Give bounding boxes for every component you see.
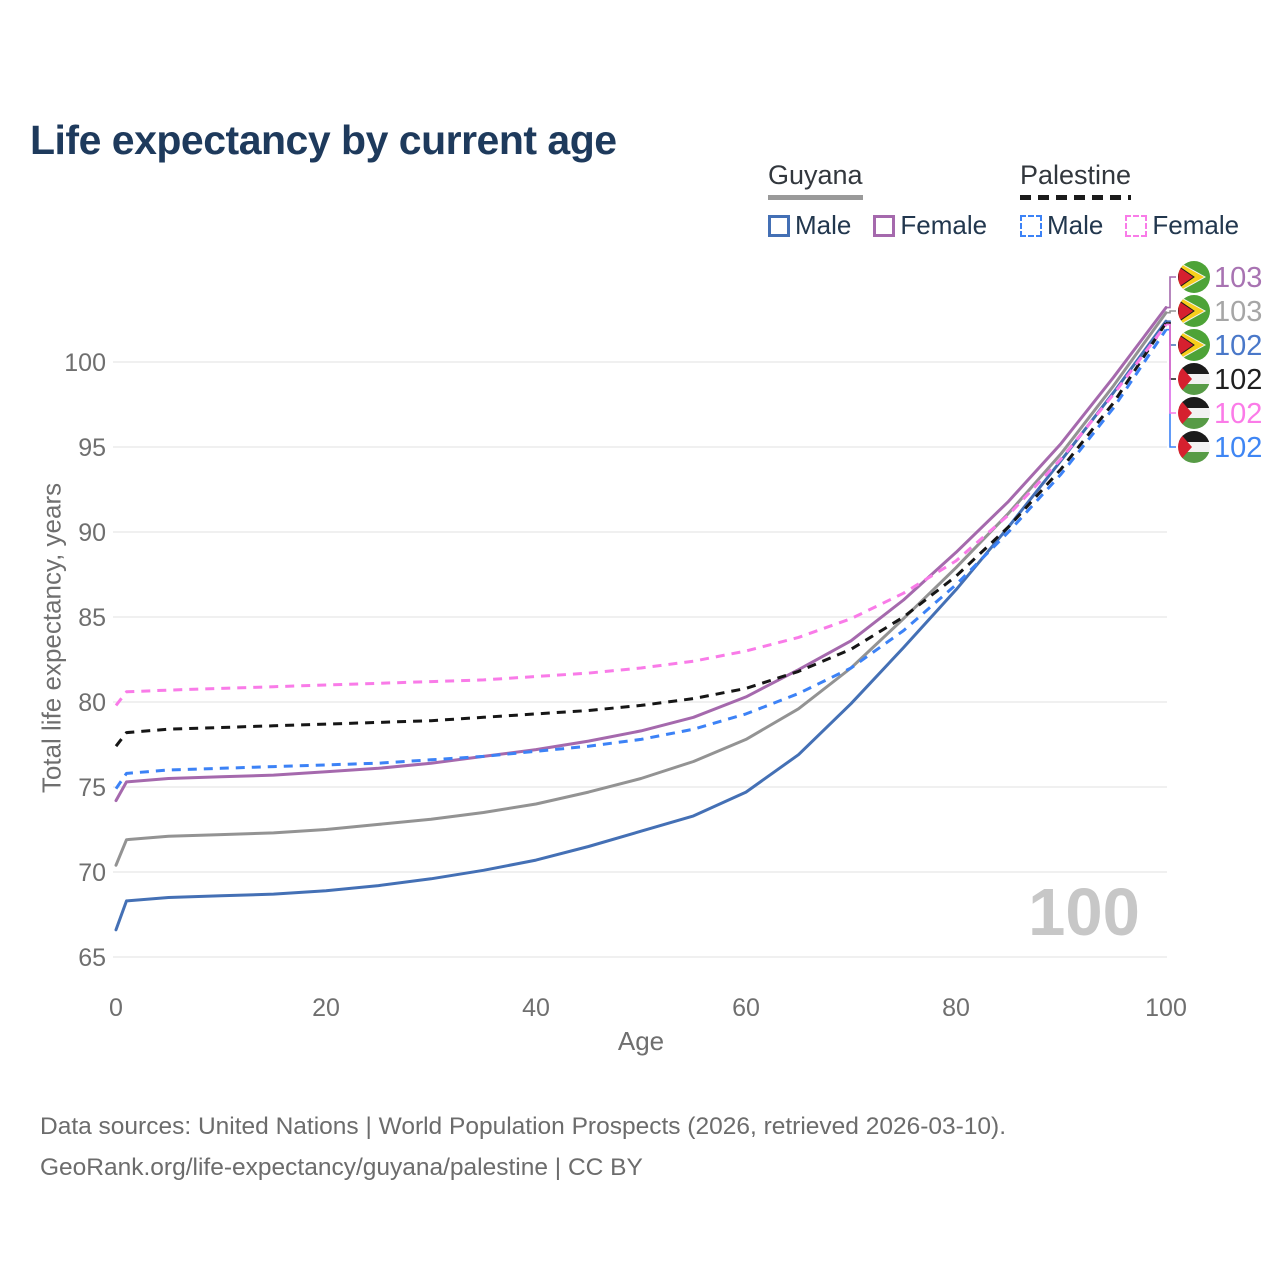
age-watermark: 100 [1028,875,1140,950]
legend-group-guyana: Guyana Male Female [768,160,987,241]
legend-item-label: Male [1047,210,1104,240]
footer-sources: Data sources: United Nations | World Pop… [40,1113,1007,1140]
series-line-guyana_male [114,319,1168,932]
y-tick-70: 70 [78,859,106,887]
guyana-flag-icon [1178,261,1210,293]
series-line-palestine_female [114,323,1168,707]
legend-swatch-guyana-female [873,214,896,237]
y-tick-95: 95 [78,434,106,462]
x-tick-80: 80 [942,994,970,1022]
end-label-guyana_male: 102 [1214,330,1262,362]
y-tick-85: 85 [78,604,106,632]
y-tick-80: 80 [78,689,106,717]
end-label-palestine_male: 102 [1214,432,1262,464]
x-tick-0: 0 [109,994,123,1022]
series-line-palestine_total [114,322,1168,748]
legend-item-guyana-female[interactable]: Female [873,210,987,241]
leader-line-palestine_total [1166,322,1176,380]
end-label-palestine_total: 102 [1214,364,1262,396]
palestine-flag-icon [1178,397,1210,429]
footer: Data sources: United Nations | World Pop… [40,1106,1006,1188]
chart-title: Life expectancy by current age [30,117,617,164]
legend-swatch-palestine-female [1125,214,1148,237]
x-tick-20: 20 [312,994,340,1022]
legend-item-palestine-male[interactable]: Male [1020,210,1103,241]
x-tick-60: 60 [732,994,760,1022]
x-axis-title: Age [617,1026,665,1056]
footer-attribution: GeoRank.org/life-expectancy/guyana/pales… [40,1154,643,1181]
palestine-flag-icon [1178,431,1210,463]
legend-item-label: Female [900,210,988,240]
legend-swatch-palestine-male [1020,214,1042,237]
y-tick-90: 90 [78,519,106,547]
legend-item-palestine-female[interactable]: Female [1125,210,1239,241]
legend-item-label: Female [1152,210,1240,240]
guyana-flag-icon [1178,329,1210,361]
legend-item-label: Male [795,210,852,240]
series-line-guyana_female [114,306,1168,803]
leader-line-guyana_female [1166,276,1176,309]
leader-line-palestine_male [1166,328,1176,448]
legend-swatch-guyana-male [768,214,790,237]
y-tick-100: 100 [64,349,106,377]
y-axis-title: Total life expectancy, years [36,482,67,794]
series-line-palestine_male [114,328,1168,790]
legend-item-guyana-male[interactable]: Male [768,210,851,241]
x-tick-100: 100 [1145,994,1187,1022]
series-line-guyana_total [114,311,1168,867]
legend-country-guyana: Guyana [768,160,863,204]
y-tick-65: 65 [78,944,106,972]
legend-country-palestine: Palestine [1020,160,1131,204]
legend-group-palestine: Palestine Male Female [1020,160,1239,241]
end-label-palestine_female: 102 [1214,398,1262,430]
end-label-guyana_female: 103 [1214,262,1262,294]
end-label-guyana_total: 103 [1214,296,1262,328]
y-tick-75: 75 [78,774,106,802]
palestine-flag-icon [1178,363,1210,395]
leader-line-guyana_total [1166,310,1176,314]
leader-line-palestine_female [1166,323,1176,414]
guyana-flag-icon [1178,295,1210,327]
x-tick-40: 40 [522,994,550,1022]
